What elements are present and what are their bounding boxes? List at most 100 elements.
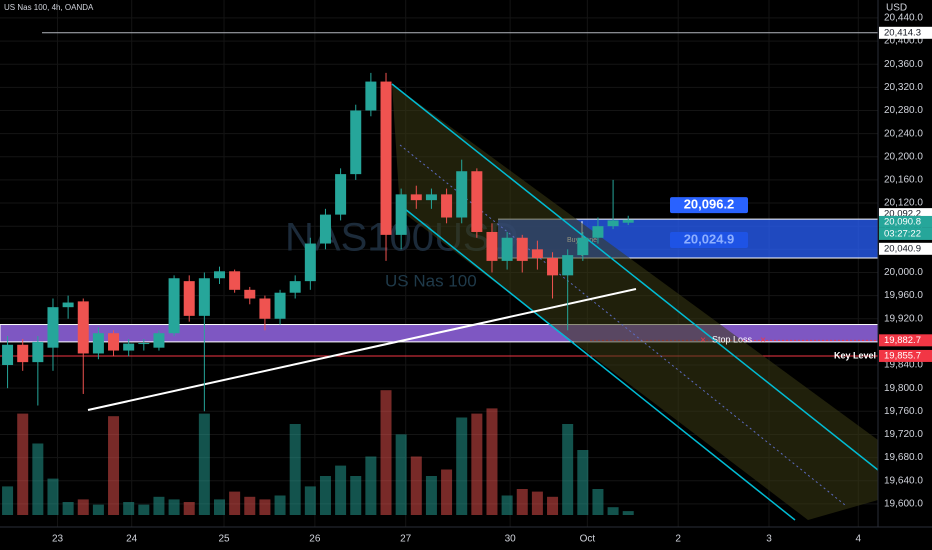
- channel-fill: [392, 84, 878, 520]
- price-tag: [879, 26, 932, 39]
- stop-loss-label: Stop Loss: [712, 335, 753, 345]
- volume-bar: [425, 476, 437, 515]
- candle-body: [62, 302, 74, 308]
- volume-bar: [607, 507, 619, 515]
- channel-bottom: [399, 204, 796, 521]
- price-tag: [879, 215, 932, 228]
- y-tick-label: 20,200.0: [884, 151, 923, 162]
- candle-body: [168, 278, 180, 334]
- price-tag-label: 20,090.8: [884, 216, 921, 227]
- x-tick-label: 4: [856, 534, 862, 545]
- candle-body: [410, 194, 422, 201]
- candle-body: [456, 171, 468, 218]
- x-tick-label: 25: [218, 534, 230, 545]
- volume-bar: [183, 502, 195, 515]
- volume-bar: [77, 499, 89, 515]
- volume-bar: [335, 465, 347, 515]
- price-axis: [878, 0, 932, 527]
- volume-bar: [274, 495, 286, 515]
- volume-bar: [244, 496, 256, 515]
- candle-body: [198, 278, 210, 316]
- countdown-box: [879, 227, 932, 240]
- x-tick-label: Oct: [580, 534, 596, 545]
- label-box: [670, 232, 748, 249]
- channel-top: [391, 83, 879, 471]
- x-tick-label: 3: [766, 534, 772, 545]
- volume-bar: [47, 478, 59, 515]
- candle-body: [123, 343, 135, 351]
- price-tag: [879, 242, 932, 255]
- price-tag-label: 20,414.3: [884, 27, 921, 38]
- volume-bar: [32, 443, 44, 515]
- volume-bar: [547, 496, 559, 515]
- volumes: [2, 390, 634, 515]
- y-tick-label: 19,720.0: [884, 429, 923, 440]
- chart-title: US Nas 100, 4h, OANDA: [4, 3, 94, 12]
- volume-bar: [168, 499, 180, 515]
- candle-body: [335, 174, 347, 215]
- candle-body: [471, 171, 483, 232]
- candle-body: [229, 271, 241, 290]
- stop-loss-marker: ×: [760, 335, 766, 346]
- volume-bar: [138, 504, 150, 515]
- x-tick-label: 23: [52, 534, 64, 545]
- price-tag: [879, 334, 932, 347]
- label-text: 20,024.9: [684, 231, 735, 246]
- y-tick-label: 20,120.0: [884, 198, 923, 209]
- price-tag-label: 19,855.7: [884, 350, 921, 361]
- candle-body: [607, 220, 619, 227]
- volume-bar: [198, 413, 210, 515]
- volume-bar: [592, 489, 604, 515]
- y-tick-label: 20,400.0: [884, 36, 923, 47]
- watermark-sub: US Nas 100: [385, 271, 477, 290]
- volume-bar: [319, 476, 331, 515]
- trend-line: [87, 288, 637, 411]
- volume-bar: [395, 434, 407, 515]
- volume-bar: [410, 456, 422, 515]
- volume-bar: [259, 499, 271, 515]
- currency: USD: [886, 3, 907, 14]
- volume-bar: [2, 486, 14, 515]
- price-tag: [879, 349, 932, 362]
- countdown: 03:27:22: [884, 228, 921, 239]
- candle-body: [259, 298, 271, 319]
- x-tick-label: 27: [400, 534, 412, 545]
- volume-bar: [456, 417, 468, 515]
- y-tick-label: 20,360.0: [884, 59, 923, 70]
- volume-bar: [486, 408, 498, 515]
- x-tick-label: 2: [675, 534, 681, 545]
- volume-bar: [214, 499, 225, 515]
- key-level-label: Key Level: [834, 350, 876, 360]
- volume-bar: [471, 413, 483, 515]
- candle-body: [274, 292, 286, 319]
- candle-body: [380, 81, 392, 235]
- candle-body: [425, 194, 437, 201]
- candle-body: [592, 226, 604, 238]
- y-tick-label: 19,600.0: [884, 499, 923, 510]
- candle-body: [289, 281, 301, 293]
- candle-body: [441, 194, 453, 218]
- label-box: [670, 197, 748, 214]
- candle-body: [531, 249, 543, 259]
- price-tag-label: 20,040.9: [884, 243, 921, 254]
- volume-bar: [365, 456, 377, 515]
- candle-body: [350, 110, 362, 175]
- y-tick-label: 20,000.0: [884, 267, 923, 278]
- x-tick-label: 24: [126, 534, 138, 545]
- volume-bar: [380, 390, 392, 515]
- candles: [2, 72, 634, 412]
- candle-body: [183, 281, 195, 316]
- annotations: 20,096.2 20,024.9 Stop Loss × × Key Level: [670, 197, 876, 360]
- price-tag-label: 20,092.2: [884, 209, 921, 220]
- y-tick-label: 20,160.0: [884, 175, 923, 186]
- candle-body: [486, 231, 498, 261]
- y-tick-label: 19,640.0: [884, 475, 923, 486]
- candle-body: [562, 255, 574, 276]
- candle-body: [365, 81, 377, 111]
- y-tick-label: 19,760.0: [884, 406, 923, 417]
- y-tick-label: 19,800.0: [884, 383, 923, 394]
- stop-loss-marker: ×: [700, 335, 706, 346]
- volume-bar: [622, 511, 634, 515]
- candle-body: [577, 237, 589, 256]
